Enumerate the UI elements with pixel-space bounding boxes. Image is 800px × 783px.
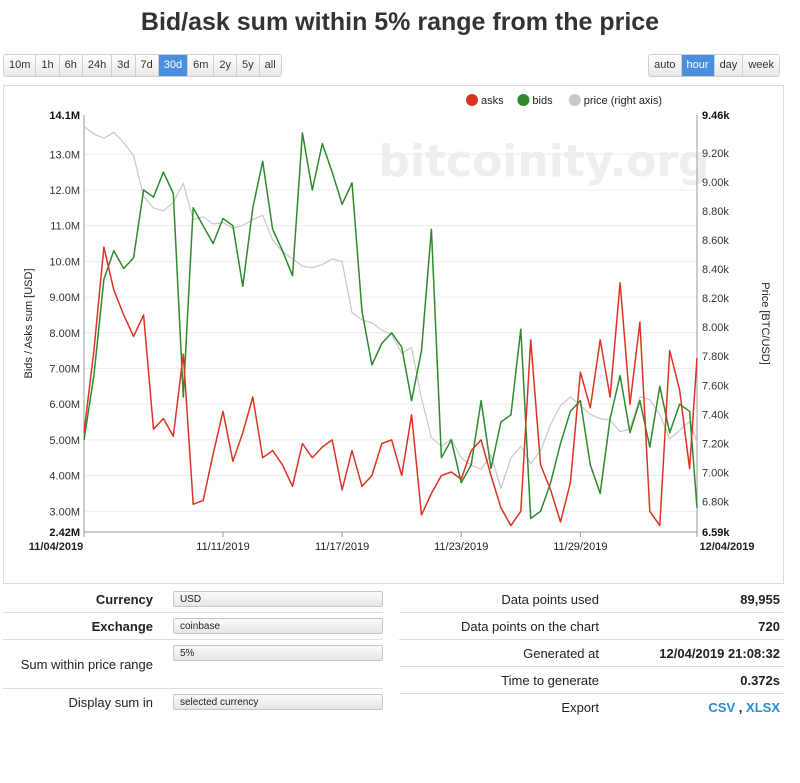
left-tick-label: 6.00M (49, 399, 80, 411)
export-csv-link[interactable]: CSV (708, 699, 736, 715)
series-line-price (83, 126, 698, 489)
display-sum-label: Display sum in (68, 694, 153, 710)
range-button-3d[interactable]: 3d (112, 55, 136, 76)
right-tick-label: 6.80k (702, 496, 729, 508)
right-tick-label: 8.60k (702, 235, 729, 247)
left-axis-min-label: 2.42M (49, 527, 80, 539)
legend-label-asks: asks (481, 95, 504, 107)
currency-label: Currency (95, 591, 153, 607)
time-to-generate-value: 0.372s (740, 672, 780, 688)
x-tick-label: 11/17/2019 (315, 541, 369, 553)
time-range-selector: 10m 1h 6h 24h 3d 7d 30d 6m 2y 5y all (3, 54, 282, 77)
left-axis-max-label: 14.1M (49, 110, 80, 122)
generated-at-row: Generated at 12/04/2019 21:08:32 (399, 640, 784, 667)
export-label: Export (561, 699, 599, 715)
left-tick-label: 8.00M (49, 328, 80, 340)
left-axis-title: Bids / Asks sum [USD] (23, 268, 35, 378)
right-tick-label: 9.00k (702, 177, 729, 189)
export-xlsx-link[interactable]: XLSX (746, 699, 780, 715)
series-line-asks (83, 246, 698, 527)
export-row: Export CSV , XLSX (399, 694, 784, 720)
exchange-row: Exchange coinbase (3, 613, 383, 640)
left-tick-label: 12.0M (49, 185, 80, 197)
data-points-chart-label: Data points on the chart (460, 618, 599, 634)
range-button-30d[interactable]: 30d (158, 55, 189, 76)
legend-marker-bids (517, 94, 530, 106)
left-tick-label: 4.00M (49, 471, 80, 483)
data-points-used-value: 89,955 (740, 591, 780, 607)
generated-at-value: 12/04/2019 21:08:32 (659, 645, 780, 661)
right-tick-label: 8.00k (702, 322, 729, 334)
right-axis-title: Price [BTC/USD] (759, 282, 771, 365)
settings-table: Currency USD Exchange coinbase Sum withi… (3, 586, 383, 715)
grouping-button-day[interactable]: day (714, 55, 744, 76)
range-button-5y[interactable]: 5y (237, 55, 260, 76)
display-sum-row: Display sum in selected currency (3, 689, 383, 715)
range-button-2y[interactable]: 2y (214, 55, 238, 76)
grouping-button-week[interactable]: week (743, 55, 779, 76)
right-tick-label: 7.40k (702, 409, 729, 421)
x-tick-label: 11/23/2019 (434, 541, 488, 553)
grouping-button-auto[interactable]: auto (649, 55, 682, 76)
chart-frame: bitcoinity.org 3.00M 4.00M 5.00M 6.00M 7.00M 8… (3, 85, 784, 584)
x-tick-label: 12/04/2019 (699, 541, 754, 553)
x-tick-label: 11/29/2019 (553, 541, 607, 553)
right-axis-min-label: 6.59k (702, 527, 730, 539)
range-button-1h[interactable]: 1h (36, 55, 60, 76)
right-tick-label: 7.00k (702, 467, 729, 479)
exchange-label: Exchange (91, 618, 153, 634)
range-button-7d[interactable]: 7d (135, 55, 159, 76)
legend-marker-asks (466, 94, 478, 106)
series-line-bids (83, 132, 698, 520)
currency-select[interactable]: USD (173, 591, 383, 607)
export-separator: , (738, 699, 743, 715)
left-tick-label: 3.00M (49, 506, 80, 518)
chart-watermark: bitcoinity.org (378, 136, 709, 187)
right-tick-label: 7.60k (702, 380, 729, 392)
data-points-chart-row: Data points on the chart 720 (399, 613, 784, 640)
grouping-selector: auto hour day week (648, 54, 780, 77)
currency-row: Currency USD (3, 586, 383, 613)
range-button-24h[interactable]: 24h (82, 55, 113, 76)
time-to-generate-label: Time to generate (501, 672, 599, 688)
stats-table: Data points used 89,955 Data points on t… (399, 586, 784, 720)
data-points-chart-value: 720 (758, 618, 780, 634)
generated-at-label: Generated at (523, 645, 599, 661)
range-button-6h[interactable]: 6h (59, 55, 83, 76)
right-axis-max-label: 9.46k (702, 110, 730, 122)
price-range-row: Sum within price range 5% (3, 640, 383, 689)
range-button-6m[interactable]: 6m (188, 55, 215, 76)
left-tick-label: 5.00M (49, 435, 80, 447)
time-to-generate-row: Time to generate 0.372s (399, 667, 784, 694)
right-tick-label: 8.80k (702, 206, 729, 218)
page-title: Bid/ask sum within 5% range from the pri… (140, 8, 660, 36)
right-tick-label: 9.20k (702, 148, 729, 160)
range-button-10m[interactable]: 10m (4, 55, 37, 76)
display-sum-select[interactable]: selected currency (173, 694, 383, 710)
left-tick-label: 10.0M (49, 256, 80, 268)
price-range-label: Sum within price range (20, 656, 153, 672)
data-points-used-row: Data points used 89,955 (399, 586, 784, 613)
right-tick-label: 7.20k (702, 438, 729, 450)
left-tick-label: 11.0M (50, 221, 80, 233)
legend-label-bids: bids (532, 95, 553, 107)
range-button-all[interactable]: all (259, 55, 281, 76)
legend-marker-price (568, 94, 581, 106)
left-tick-label: 13.0M (49, 149, 80, 161)
x-tick-label: 11/04/2019 (29, 541, 83, 553)
right-tick-label: 8.40k (702, 264, 729, 276)
legend-label-price: price (right axis) (584, 95, 662, 107)
exchange-select[interactable]: coinbase (173, 618, 383, 634)
grouping-button-hour[interactable]: hour (681, 55, 715, 76)
left-tick-label: 9.00M (49, 292, 80, 304)
right-tick-label: 8.20k (702, 293, 729, 305)
x-tick-label: 11/11/2019 (196, 541, 249, 553)
right-tick-label: 7.80k (702, 351, 729, 363)
left-tick-label: 7.00M (49, 363, 80, 375)
price-range-select[interactable]: 5% (173, 645, 383, 661)
bid-ask-chart: bitcoinity.org 3.00M 4.00M 5.00M 6.00M 7.00M 8… (23, 94, 771, 553)
data-points-used-label: Data points used (501, 591, 599, 607)
